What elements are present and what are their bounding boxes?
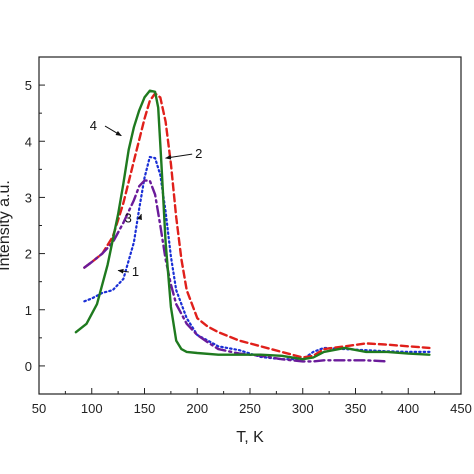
x-tick-label: 300 bbox=[292, 401, 314, 416]
curve-label-arrow-3 bbox=[137, 213, 142, 221]
y-tick-label: 0 bbox=[25, 359, 32, 374]
series-line-3 bbox=[83, 179, 389, 363]
y-tick-label: 5 bbox=[25, 78, 32, 93]
x-axis-label: T, K bbox=[236, 429, 264, 446]
x-tick-label: 450 bbox=[450, 401, 472, 416]
x-tick-label: 50 bbox=[32, 401, 46, 416]
series-line-1 bbox=[83, 155, 431, 361]
x-tick-label: 100 bbox=[81, 401, 103, 416]
curve-label-4: 4 bbox=[90, 118, 97, 133]
series-line-2 bbox=[83, 92, 431, 359]
y-tick-label: 3 bbox=[25, 190, 32, 205]
curve-label-1: 1 bbox=[132, 264, 139, 279]
curve-label-arrow-2 bbox=[165, 153, 193, 160]
curve-label-3: 3 bbox=[125, 211, 132, 226]
curve-label-2: 2 bbox=[195, 146, 202, 161]
plot-frame bbox=[38, 56, 462, 395]
curve-label-arrow-4 bbox=[104, 125, 122, 137]
y-tick-label: 1 bbox=[25, 303, 32, 318]
y-tick-label: 4 bbox=[25, 134, 32, 149]
x-tick-label: 400 bbox=[397, 401, 419, 416]
series-line-4 bbox=[74, 89, 431, 361]
x-tick-label: 200 bbox=[186, 401, 208, 416]
x-tick-label: 150 bbox=[134, 401, 156, 416]
y-axis-label: Intensity a.u. bbox=[0, 180, 13, 271]
curve-label-arrow-1 bbox=[117, 268, 129, 274]
x-tick-label: 250 bbox=[239, 401, 261, 416]
x-tick-label: 350 bbox=[345, 401, 367, 416]
y-tick-label: 2 bbox=[25, 247, 32, 262]
